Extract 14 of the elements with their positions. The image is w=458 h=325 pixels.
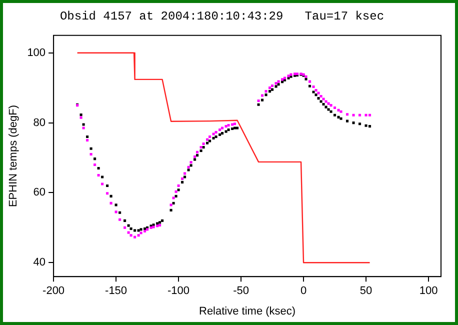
x-tick-label: 50 — [360, 285, 372, 298]
x-tick-label: -150 — [105, 285, 128, 298]
y-tick-label: 40 — [33, 256, 46, 269]
x-tick-label: -50 — [233, 285, 249, 298]
x-tick-label: 0 — [300, 285, 307, 298]
x-tick-label: -100 — [168, 285, 190, 298]
chart-title: Obsid 4157 at 2004:180:10:43:29 Tau=17 ksec — [60, 9, 384, 24]
y-tick-label: 80 — [33, 116, 46, 129]
x-tick-label: 100 — [419, 285, 438, 298]
y-tick-label: 100 — [27, 46, 46, 59]
x-tick-label: -200 — [42, 285, 65, 298]
x-axis-title: Relative time (ksec) — [198, 305, 296, 318]
y-tick-label: 60 — [33, 186, 46, 199]
y-axis-title: EPHIN temps (degF) — [8, 104, 20, 208]
